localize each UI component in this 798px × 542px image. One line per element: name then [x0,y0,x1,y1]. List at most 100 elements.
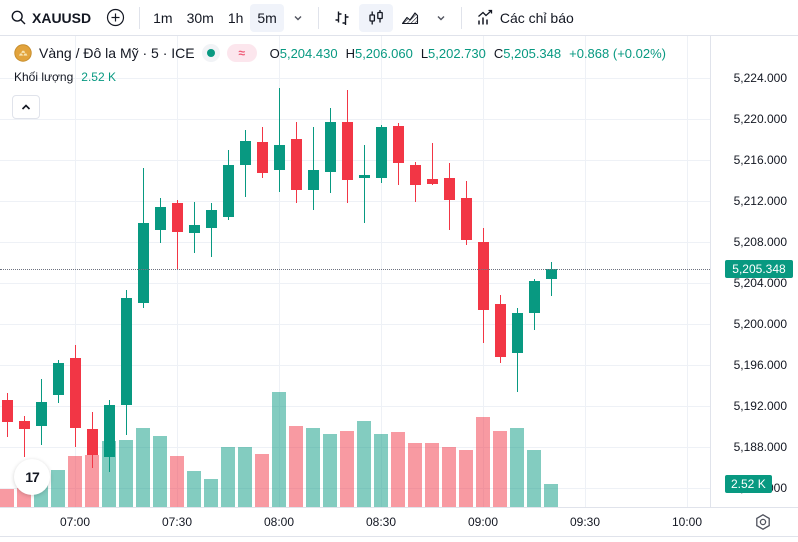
horizontal-grid-line [0,242,710,243]
candle-body [18,421,30,429]
chevron-down-icon [434,11,448,25]
candle-body [137,222,149,303]
volume-bar [51,469,65,507]
price-axis-label: 5,220.000 [733,112,787,126]
time-axis-label: 07:30 [161,515,193,529]
volume-bar [119,440,133,507]
chart-type-menu-button[interactable] [427,4,455,32]
candle-body [205,210,217,228]
vertical-grid-line [687,36,688,507]
symbol-title[interactable]: Vàng / Đô la Mỹ · 5 · ICE [39,45,195,61]
toolbar-divider [460,6,462,29]
price-axis[interactable]: 5,224.000 5,220.000 5,216.000 5,212.000 5,20… [710,36,798,507]
candle-body [52,363,64,395]
time-axis[interactable]: 07:00 07:30 08:00 08:30 09:00 09:30 10:00 [0,507,798,537]
vertical-grid-line [585,36,586,507]
compare-add-symbol-button[interactable] [98,4,133,32]
high-value: 5,206.060 [354,45,413,61]
candle-body [273,144,285,171]
chart-type-bars-button[interactable] [325,4,359,32]
time-axis-label: 09:30 [569,515,601,529]
ohlc-values: O5,204.430 H5,206.060 L5,202.730 C5,205.… [270,46,666,61]
low-label: L [420,45,429,61]
delayed-data-badge[interactable]: ≈ [226,44,257,62]
candle-wick [23,416,25,458]
candle-body [120,298,132,405]
volume-bar [510,427,524,507]
candle-wick [176,200,178,270]
volume-bar [153,435,167,507]
axis-settings-button[interactable] [754,513,772,534]
collapse-pane-button[interactable] [12,95,40,119]
volume-study-value: 2.52 K [81,70,116,84]
candles-chart-type-icon [366,8,386,28]
volume-bar [136,427,150,507]
time-axis-label: 10:00 [671,515,703,529]
volume-value-badge: 2.52 K [725,475,772,493]
candle-body [239,140,251,166]
vertical-grid-line [177,36,178,507]
candle-body [154,207,166,230]
candle-body [443,177,455,201]
time-axis-label: 08:30 [365,515,397,529]
candle-body [358,175,370,179]
change-value: +0.868 (+0.02%) [569,45,666,61]
toolbar-divider [317,6,319,29]
horizontal-grid-line [0,488,710,489]
vertical-grid-line [279,36,280,507]
interval-menu-button[interactable] [284,4,312,32]
volume-bar [0,488,14,507]
volume-bar [255,454,269,507]
indicators-label: Các chỉ báo [499,9,574,26]
candle-wick [278,88,280,192]
toolbar-divider [139,6,141,29]
interval-label: 30m [186,9,214,26]
vertical-grid-line [75,36,76,507]
chart-type-candles-button[interactable] [358,3,393,32]
volume-bar [391,432,405,507]
interval-1h-button[interactable]: 1h [221,4,251,32]
candle-body [341,122,353,181]
candle-wick [312,127,314,211]
candle-body [392,126,404,164]
candle-body [103,405,115,458]
time-axis-label: 07:00 [59,515,91,529]
volume-bar [204,478,218,507]
price-axis-label: 5,192.000 [733,399,787,413]
candle-body [477,242,489,310]
close-value: 5,205.348 [503,45,562,61]
volume-study-label[interactable]: Khối lượng [14,70,74,84]
candle-wick [210,203,212,258]
volume-bar [323,434,337,507]
interval-label: 1m [153,9,173,26]
area-chart-type-icon [400,8,420,28]
interval-30m-button[interactable]: 30m [180,4,221,32]
interval-1m-button[interactable]: 1m [146,4,179,32]
candle-body [256,141,268,174]
price-axis-label: 5,200.000 [733,317,787,331]
interval-5m-button[interactable]: 5m [250,3,284,32]
price-axis-label: 5,208.000 [733,235,787,249]
indicators-button[interactable]: Các chỉ báo [468,4,581,32]
horizontal-grid-line [0,324,710,325]
volume-bar [187,471,201,507]
volume-bar [221,446,235,507]
price-axis-label: 5,224.000 [733,71,787,85]
time-axis-label: 08:00 [263,515,295,529]
chart-type-area-button[interactable] [393,4,427,32]
horizontal-grid-line [0,365,710,366]
top-toolbar: XAUUSD 1m 30m 1h 5m [0,0,798,36]
symbol-search-button[interactable]: XAUUSD [6,4,98,32]
candle-body [307,170,319,190]
volume-bar [68,455,82,507]
horizontal-grid-line [0,406,710,407]
chart-plot-area[interactable]: Vàng / Đô la Mỹ · 5 · ICE ≈ O5,204.430 H… [0,36,710,507]
volume-bar [425,443,439,507]
volume-bar [289,425,303,507]
candle-wick [431,142,433,185]
tradingview-logo[interactable]: 17 [14,459,50,495]
candle-body [324,122,336,173]
market-status-badge[interactable] [201,44,220,62]
open-value: 5,204.430 [279,45,338,61]
